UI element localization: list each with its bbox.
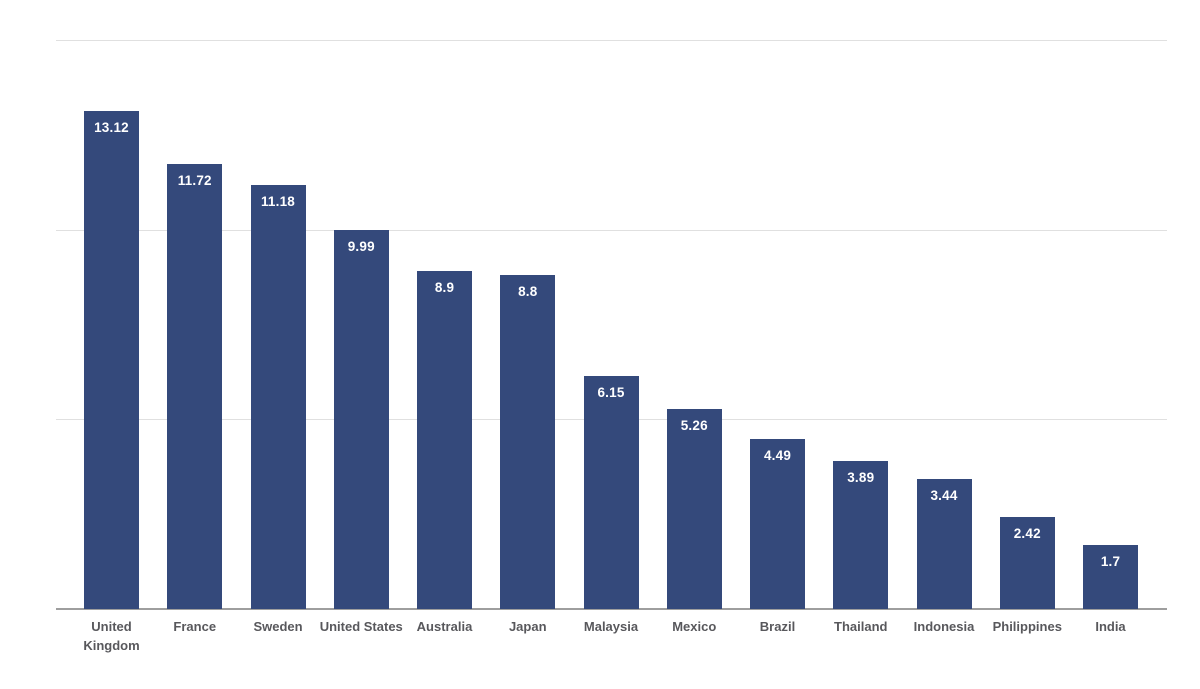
bar[interactable]: 9.99 bbox=[333, 230, 389, 609]
bar[interactable]: 8.9 bbox=[417, 271, 472, 609]
bar[interactable]: 2.42 bbox=[999, 517, 1055, 609]
x-axis-label: Japan bbox=[508, 619, 547, 634]
x-axis-label: India bbox=[1095, 619, 1126, 634]
bar-value-label: 6.15 bbox=[597, 384, 625, 400]
bar-value-label: 3.89 bbox=[847, 470, 875, 486]
x-axis-label: United Kingdom bbox=[83, 619, 140, 653]
gridline bbox=[56, 229, 1167, 231]
x-axis-label: Australia bbox=[416, 619, 473, 634]
bar[interactable]: 11.72 bbox=[167, 164, 223, 609]
bar-value-label: 4.49 bbox=[763, 447, 792, 463]
bar[interactable]: 3.89 bbox=[833, 461, 889, 609]
x-axis-label: Sweden bbox=[253, 619, 303, 634]
bar[interactable]: 13.12 bbox=[84, 111, 139, 609]
x-axis-label: Malaysia bbox=[583, 619, 639, 634]
bar-value-label: 9.99 bbox=[347, 239, 375, 255]
x-axis-label: Mexico bbox=[672, 619, 717, 634]
bar-value-label: 1.7 bbox=[1100, 553, 1121, 569]
bar-value-label: 8.9 bbox=[434, 280, 455, 296]
bar[interactable]: 4.49 bbox=[750, 438, 805, 609]
plot-area: 13.12 11.72 11.18 9.99 8.9 8.8 6.15 5.26… bbox=[56, 0, 1167, 689]
bar[interactable]: 6.15 bbox=[583, 375, 639, 609]
x-axis-line bbox=[56, 608, 1167, 610]
bar[interactable]: 11.18 bbox=[250, 184, 306, 609]
bar[interactable]: 1.7 bbox=[1083, 544, 1138, 609]
x-axis-label: France bbox=[173, 619, 217, 634]
bar-value-label: 8.8 bbox=[518, 284, 538, 300]
x-axis-label: United States bbox=[319, 619, 403, 634]
bar[interactable]: 8.8 bbox=[500, 275, 556, 609]
gridline bbox=[56, 40, 1167, 41]
x-axis-label: Brazil bbox=[759, 619, 796, 634]
x-axis-label: Thailand bbox=[834, 619, 888, 634]
bar[interactable]: 5.26 bbox=[666, 409, 722, 609]
x-axis-label: Philippines bbox=[992, 619, 1062, 634]
bar-value-label: 2.42 bbox=[1013, 526, 1041, 542]
x-axis-label: Indonesia bbox=[913, 619, 975, 634]
bar[interactable]: 3.44 bbox=[916, 478, 972, 609]
bar-value-label: 11.72 bbox=[177, 173, 212, 189]
bar-value-label: 5.26 bbox=[680, 418, 708, 434]
bar-value-label: 3.44 bbox=[930, 487, 958, 503]
bar-value-label: 13.12 bbox=[94, 120, 129, 136]
bar-value-label: 11.18 bbox=[260, 193, 296, 209]
